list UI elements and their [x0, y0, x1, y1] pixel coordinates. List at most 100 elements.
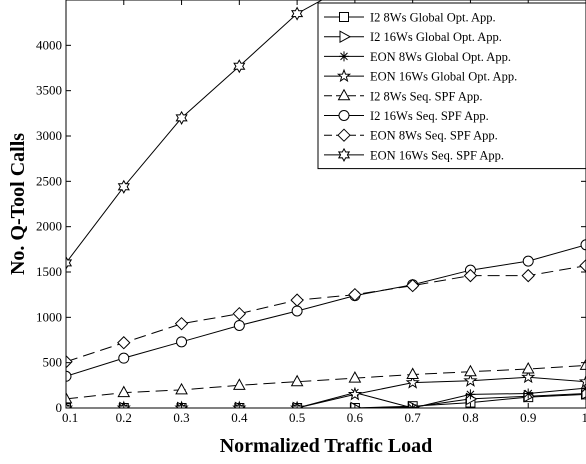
y-tick-label: 1500	[36, 264, 62, 279]
legend-item: I2 8Ws Seq. SPF App.	[324, 88, 483, 103]
data-point	[523, 388, 534, 399]
y-tick-label: 0	[56, 400, 63, 415]
series-line	[66, 376, 586, 408]
legend-label: EON 16Ws Seq. SPF App.	[370, 148, 504, 162]
x-tick-label: 0.2	[116, 410, 132, 425]
data-point	[405, 375, 420, 389]
x-axis-title: Normalized Traffic Load	[220, 435, 433, 457]
data-point	[66, 370, 72, 382]
legend-label: EON 8Ws Seq. SPF App.	[370, 129, 498, 143]
legend-label: I2 8Ws Seq. SPF App.	[370, 89, 483, 103]
y-tick-label: 1000	[36, 309, 62, 324]
legend-item: I2 8Ws Global Opt. App.	[324, 11, 496, 25]
data-point	[232, 378, 246, 390]
data-point	[232, 306, 247, 321]
legend-label: EON 16Ws Global Opt. App.	[370, 70, 517, 84]
legend-marker	[337, 128, 351, 142]
legend-item: EON 8Ws Seq. SPF App.	[324, 128, 498, 143]
y-axis-title: No. Q-Tool Calls	[7, 133, 29, 275]
x-tick-label: 0.6	[347, 410, 364, 425]
data-point	[291, 305, 303, 317]
data-point	[464, 364, 477, 377]
data-point	[117, 336, 131, 350]
legend-item: EON 16Ws Seq. SPF App.	[324, 147, 504, 162]
data-point	[580, 239, 586, 251]
x-tick-label: 0.1	[62, 410, 78, 425]
data-point	[290, 293, 304, 307]
legend-label: I2 16Ws Global Opt. App.	[370, 30, 502, 44]
data-point	[406, 367, 420, 379]
data-point	[521, 268, 535, 283]
y-tick-label: 2000	[36, 219, 62, 234]
legend-marker	[337, 147, 351, 162]
series-8	[66, 0, 323, 270]
data-point	[579, 258, 586, 273]
series-line	[66, 364, 586, 400]
data-point	[175, 110, 188, 125]
legend-marker	[339, 12, 349, 22]
x-tick-label: 0.8	[462, 410, 478, 425]
data-point	[118, 352, 130, 364]
y-tick-label: 500	[43, 355, 63, 370]
legend-marker	[336, 68, 352, 83]
legend-item: I2 16Ws Global Opt. App.	[324, 30, 502, 44]
legend-label: I2 8Ws Global Opt. App.	[370, 11, 496, 25]
data-point	[117, 179, 130, 194]
data-point	[405, 278, 420, 293]
data-point	[521, 361, 535, 374]
data-point	[463, 268, 478, 283]
data-point	[117, 385, 131, 398]
legend-box	[317, 2, 586, 170]
series-line	[66, 393, 586, 408]
data-point	[66, 400, 74, 408]
data-point	[350, 401, 362, 408]
legend-item: EON 8Ws Global Opt. App.	[324, 50, 511, 64]
y-tick-label: 3000	[36, 128, 62, 143]
data-point	[578, 374, 586, 388]
y-tick-label: 3500	[36, 83, 62, 98]
data-point	[521, 369, 536, 384]
data-point	[347, 386, 362, 401]
x-tick-label: 0.4	[231, 410, 248, 425]
data-point	[348, 371, 362, 383]
data-point	[66, 255, 73, 270]
y-tick-label: 4000	[36, 37, 62, 52]
data-point	[233, 59, 246, 74]
data-point	[348, 287, 362, 302]
series-line	[66, 244, 586, 377]
legend-item: I2 16Ws Seq. SPF App.	[324, 109, 489, 123]
legend-marker	[339, 51, 349, 62]
legend: I2 8Ws Global Opt. App. I2 16Ws Global Op…	[317, 2, 586, 170]
legend-label: I2 16Ws Seq. SPF App.	[370, 109, 489, 123]
x-tick-label: 0.7	[405, 410, 422, 425]
data-point	[233, 319, 245, 331]
y-tick-label: 2500	[36, 173, 62, 188]
data-point	[66, 355, 73, 369]
x-tick-label: 0.9	[520, 410, 536, 425]
legend-marker	[337, 88, 351, 101]
legend-label: EON 8Ws Global Opt. App.	[370, 50, 511, 64]
series-7	[66, 258, 586, 369]
data-point	[174, 316, 189, 331]
series-line	[66, 0, 323, 264]
data-point	[465, 389, 476, 400]
x-tick-label: 0.3	[173, 410, 189, 425]
x-tick-label: 1	[582, 410, 586, 425]
data-point	[579, 358, 586, 370]
series-line	[66, 393, 586, 408]
data-point	[290, 374, 304, 387]
legend-marker	[339, 30, 352, 44]
series-5	[66, 358, 586, 404]
legend-marker	[338, 110, 350, 121]
legend-item: EON 16Ws Global Opt. App.	[324, 68, 517, 84]
data-point	[291, 6, 304, 21]
data-point	[522, 255, 534, 267]
axis-layer: 0.1 0.2 0.3 0.4 0.5 0.6 0.7 0.8 0.9 1 0 500 1000 1500…	[36, 0, 586, 425]
x-tick-label: 0.5	[289, 410, 305, 425]
series-line	[66, 387, 586, 408]
data-point	[66, 391, 73, 404]
data-point	[175, 382, 188, 395]
data-point	[176, 336, 188, 348]
series-line	[66, 265, 586, 363]
